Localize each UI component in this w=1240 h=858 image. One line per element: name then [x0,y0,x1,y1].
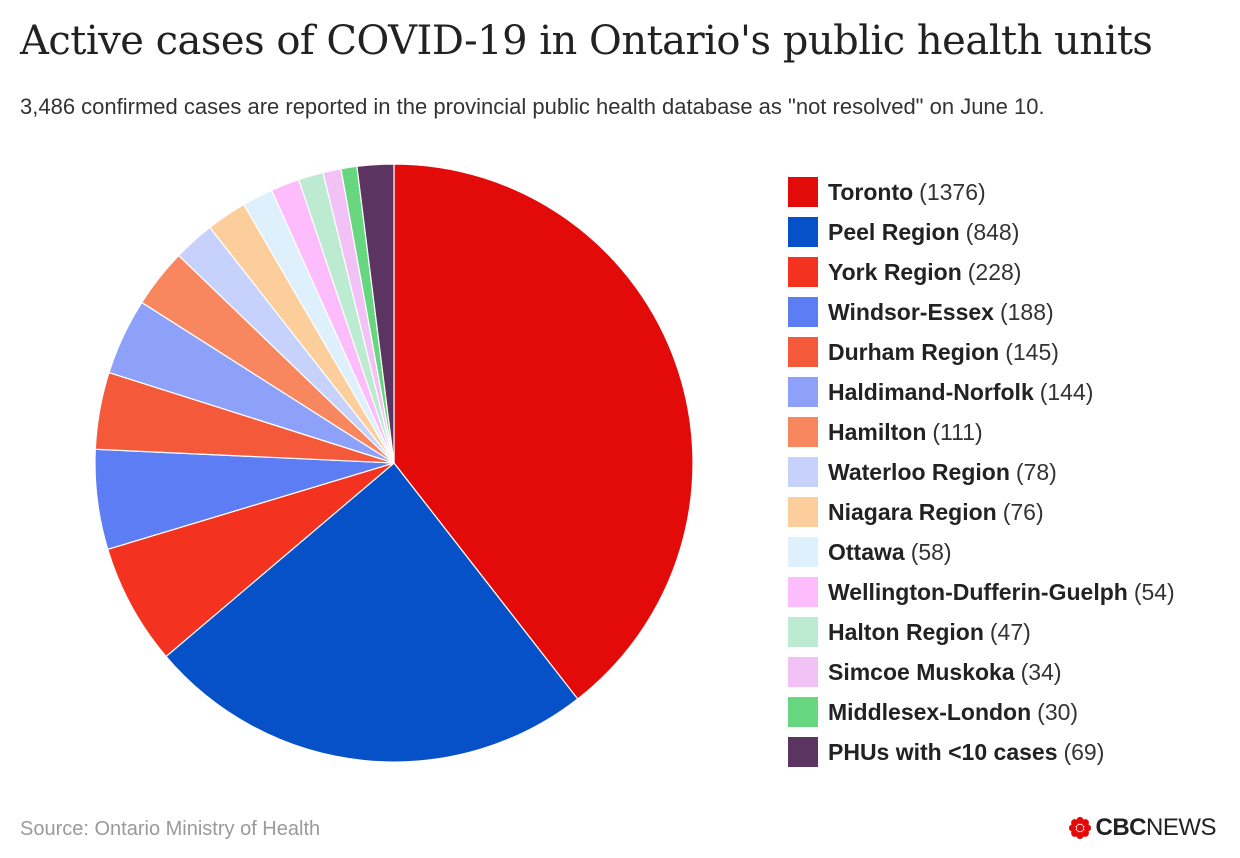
legend-item-waterloo-region: Waterloo Region (78) [788,452,1175,492]
legend-label: Hamilton [828,418,927,445]
legend-item-middlesex-london: Middlesex-London (30) [788,692,1175,732]
pie-slices [94,163,694,763]
legend-item-york-region: York Region (228) [788,252,1175,292]
legend-label: Middlesex-London [828,698,1032,725]
legend-item-niagara-region: Niagara Region (76) [788,492,1175,532]
legend-item-ottawa: Ottawa (58) [788,532,1175,572]
legend-item-simcoe-muskoka: Simcoe Muskoka (34) [788,652,1175,692]
legend-swatch [788,457,818,487]
legend-swatch [788,217,818,247]
legend-label: Wellington-Dufferin-Guelph [828,578,1128,605]
legend-count: (111) [932,418,983,445]
legend-count: (47) [989,618,1031,645]
gem-center [1076,824,1083,832]
legend-swatch [788,297,818,327]
legend-count: (54) [1133,578,1175,605]
legend-label: Peel Region [828,218,960,245]
legend-item-haldimand-norfolk: Haldimand-Norfolk (144) [788,372,1175,412]
legend-swatch [788,737,818,767]
legend-label: York Region [828,258,962,285]
legend-label: Waterloo Region [828,458,1010,485]
brand-cbc: CBC [1095,814,1147,841]
brand-wordmark: CBCNEWS [1096,814,1217,842]
legend-label: Simcoe Muskoka [828,658,1015,685]
legend-count: (188) [999,298,1054,325]
legend-label: Windsor-Essex [828,298,994,325]
legend-swatch [788,257,818,287]
legend-swatch [788,697,818,727]
legend-label: Niagara Region [828,498,997,525]
legend-label: PHUs with <10 cases [828,738,1058,765]
legend-count: (145) [1005,338,1059,365]
chart-title: Active cases of COVID-19 in Ontario's pu… [20,18,1153,64]
legend-count: (30) [1037,698,1079,725]
legend-item-phus-with-10-cases: PHUs with <10 cases (69) [788,732,1175,772]
pie-slice-peel-region [165,462,579,763]
pie-slice-york-region [107,462,395,658]
legend-swatch [788,177,818,207]
legend-count: (1376) [919,178,986,205]
legend-count: (58) [910,538,952,565]
legend-item-durham-region: Durham Region (145) [788,332,1175,372]
pie-chart [94,163,694,763]
legend-item-wellington-dufferin-guelph: Wellington-Dufferin-Guelph (54) [788,572,1175,612]
legend-count: (228) [967,258,1022,285]
pie-slice-phus-with-10-cases [356,163,395,464]
legend-swatch [788,377,818,407]
legend-swatch [788,577,818,607]
legend-swatch [788,617,818,647]
legend-swatch [788,417,818,447]
gem-petal [1081,819,1089,827]
legend-item-peel-region: Peel Region (848) [788,212,1175,252]
brand-news: NEWS [1146,814,1217,841]
legend-label: Halton Region [828,618,984,645]
legend-count: (144) [1039,378,1094,405]
legend-label: Durham Region [828,338,1000,365]
legend-label: Haldimand-Norfolk [828,378,1034,405]
legend-swatch [788,537,818,567]
legend-swatch [788,337,818,367]
legend-item-halton-region: Halton Region (47) [788,612,1175,652]
cbc-gem-icon [1068,816,1091,840]
legend-item-hamilton: Hamilton (111) [788,412,1175,452]
chart-legend: Toronto (1376) Peel Region (848) York Region… [788,172,1175,772]
legend-swatch [788,497,818,527]
legend-item-toronto: Toronto (1376) [788,172,1175,212]
pie-slice-toronto [393,163,694,700]
legend-count: (69) [1063,738,1105,765]
legend-count: (848) [965,218,1020,245]
source-note: Source: Ontario Ministry of Health [20,818,321,840]
legend-label: Toronto [828,178,914,205]
legend-count: (34) [1020,658,1062,685]
cbc-news-logo: CBCNEWS [1068,814,1217,842]
legend-label: Ottawa [828,538,905,565]
legend-count: (78) [1015,458,1057,485]
legend-item-windsor-essex: Windsor-Essex (188) [788,292,1175,332]
legend-count: (76) [1002,498,1044,525]
chart-subtitle: 3,486 confirmed cases are reported in th… [20,94,1045,119]
legend-swatch [788,657,818,687]
